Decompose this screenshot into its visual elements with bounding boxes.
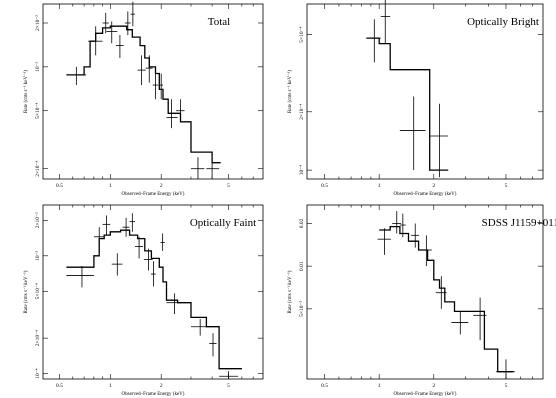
- data-point: [150, 261, 156, 287]
- y-tick-label: 2×10⁻⁴: [35, 330, 41, 346]
- y-axis-label: Rate (cnts s⁻¹ keV⁻¹): [287, 270, 293, 313]
- spectrum-panel-3: 0.5 1 2 5 10⁻⁴ 2×10⁻⁴ 5×10⁻⁴ 10⁻³ 2×10⁻³ Observed…: [23, 204, 264, 397]
- data-point: [160, 233, 165, 251]
- data-point: [411, 223, 420, 248]
- data-point: [209, 333, 217, 357]
- data-point: [377, 228, 391, 255]
- data-point: [122, 217, 130, 237]
- y-tick-label: 10⁻³: [35, 250, 41, 260]
- x-tick-label: 2: [160, 383, 163, 389]
- x-tick-label: 0.5: [321, 183, 328, 189]
- data-point: [102, 215, 111, 236]
- model-step-line: [66, 229, 242, 370]
- y-tick-label: 5×10⁻⁴: [35, 103, 41, 119]
- x-tick-label: 1: [109, 383, 112, 389]
- x-tick-label: 2: [432, 183, 435, 189]
- x-axis-label: Observed–Frame Energy (keV): [122, 392, 185, 397]
- data-point: [129, 213, 136, 232]
- data-point: [111, 253, 123, 276]
- data-point: [420, 235, 432, 267]
- y-tick-label: 5×10⁻³: [299, 301, 305, 317]
- x-tick-label: 2: [160, 183, 163, 189]
- data-point: [206, 159, 220, 179]
- data-point: [152, 73, 159, 100]
- x-tick-label: 0.5: [56, 383, 63, 389]
- y-tick-label: 5×10⁻⁴: [35, 283, 41, 299]
- data-point: [102, 12, 109, 34]
- x-tick-label: 5: [505, 183, 508, 189]
- model-step-line: [379, 225, 514, 373]
- data-point: [159, 73, 164, 100]
- data-point: [399, 213, 406, 238]
- data-point: [106, 21, 118, 44]
- x-tick-label: 5: [227, 383, 230, 389]
- x-tick-label: 2: [432, 383, 435, 389]
- data-point: [130, 1, 136, 27]
- y-tick-label: 0.02: [299, 218, 305, 228]
- y-tick-label: 2×10⁻³: [35, 212, 41, 228]
- x-tick-label: 1: [378, 183, 381, 189]
- data-point: [66, 66, 87, 86]
- data-point: [88, 26, 103, 56]
- data-point: [451, 311, 469, 335]
- x-tick-label: 1: [378, 383, 381, 389]
- y-axis-label: Rate (cnts s⁻¹ keV⁻¹): [23, 270, 29, 313]
- data-point: [219, 371, 239, 379]
- data-point: [429, 103, 449, 178]
- data-point: [137, 55, 146, 86]
- y-tick-label: 2×10⁻⁴: [35, 161, 41, 177]
- panel-title: Optically Faint: [190, 217, 256, 229]
- data-point: [435, 276, 447, 309]
- model-step-line: [66, 25, 221, 164]
- data-point: [380, 0, 391, 44]
- y-axis-label: Rate (cnts s⁻¹ keV⁻¹): [287, 70, 293, 113]
- y-tick-label: 2×10⁻⁴: [299, 104, 305, 120]
- data-point: [392, 210, 402, 234]
- panel-title: Optically Bright: [467, 16, 539, 28]
- spectrum-panel-1: 0.5 1 2 5 2×10⁻⁴ 5×10⁻⁴ 10⁻³ 2×10⁻³ Observed–Fra…: [23, 1, 264, 197]
- spectrum-panel-2: 0.5 1 2 5 10⁻⁴ 2×10⁻⁴ 5×10⁻⁴ Observed–Frame Ene…: [287, 0, 544, 197]
- y-tick-label: 10⁻⁴: [35, 368, 41, 378]
- y-axis-label: Rate (cnts s⁻¹ keV⁻¹): [23, 70, 29, 113]
- y-tick-label: 5×10⁻⁴: [299, 27, 305, 43]
- panel-title: Total: [208, 16, 230, 28]
- data-point: [124, 11, 131, 36]
- x-tick-label: 0.5: [321, 383, 328, 389]
- data-point: [495, 359, 515, 379]
- data-point: [473, 297, 487, 341]
- data-point: [93, 227, 105, 247]
- x-tick-label: 1: [109, 183, 112, 189]
- y-tick-label: 10⁻³: [35, 61, 41, 71]
- spectrum-panel-4: 0.5 1 2 5 5×10⁻³ 0.01 0.02 Observed–Frame Energ…: [287, 204, 556, 397]
- x-axis-label: Observed–Frame Energy (keV): [122, 192, 185, 197]
- data-point: [115, 35, 124, 59]
- x-tick-label: 0.5: [56, 183, 63, 189]
- x-axis-label: Observed–Frame Energy (keV): [394, 192, 457, 197]
- data-point: [66, 265, 94, 288]
- x-axis-label: Observed–Frame Energy (keV): [394, 392, 457, 397]
- y-tick-label: 0.01: [299, 261, 305, 271]
- data-point: [143, 248, 153, 271]
- y-tick-label: 2×10⁻³: [35, 15, 41, 31]
- data-point: [166, 99, 178, 129]
- data-point: [135, 236, 143, 259]
- y-tick-label: 10⁻⁴: [299, 165, 305, 175]
- data-point: [166, 293, 182, 315]
- data-point: [145, 55, 153, 83]
- model-step-line: [366, 37, 449, 171]
- data-point: [366, 19, 381, 63]
- panel-title: SDSS J1159+0112: [482, 217, 556, 229]
- data-point: [190, 157, 205, 179]
- data-point: [399, 96, 426, 171]
- x-tick-label: 5: [505, 383, 508, 389]
- plot-frame: [306, 204, 544, 380]
- data-point: [190, 319, 209, 336]
- plot-frame: [306, 3, 544, 180]
- plot-frame: [42, 3, 264, 180]
- plot-frame: [42, 204, 264, 380]
- data-point: [176, 99, 185, 122]
- x-tick-label: 5: [227, 183, 230, 189]
